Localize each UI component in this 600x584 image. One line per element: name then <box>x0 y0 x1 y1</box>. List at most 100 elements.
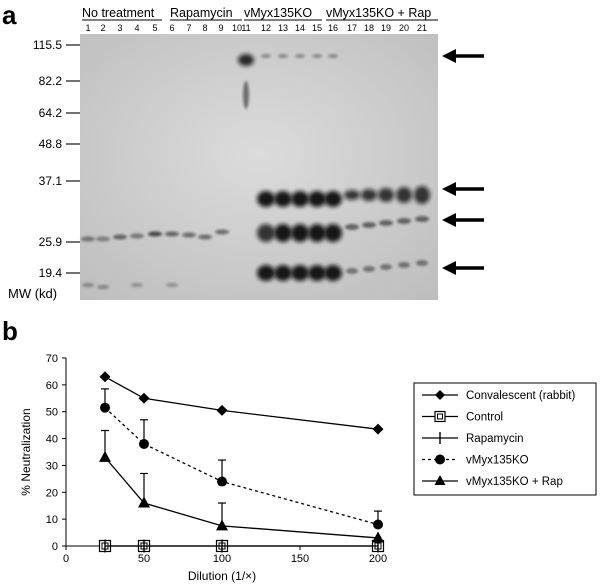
blot-band <box>295 54 305 58</box>
lane-number: 8 <box>202 23 207 33</box>
blot-band <box>344 190 360 200</box>
diamond-marker <box>99 371 111 383</box>
blot-band <box>238 54 254 66</box>
x-tick-label: 100 <box>213 553 231 565</box>
lane-number: 16 <box>328 23 338 33</box>
square-marker <box>137 539 151 553</box>
square-marker-inner <box>218 542 226 550</box>
blot-band <box>257 191 275 207</box>
series-line <box>104 456 379 539</box>
blot-band <box>397 218 411 224</box>
lane-number: 17 <box>347 23 357 33</box>
triangle-marker <box>99 450 111 462</box>
diamond-marker <box>216 404 228 416</box>
legend-label: vMyx135KO + Rap <box>466 476 563 488</box>
mw-unit-label: MW (kd) <box>8 286 57 301</box>
blot-band <box>416 260 428 266</box>
legend-label: Rapamycin <box>466 433 524 445</box>
legend-label: vMyx135KO <box>466 455 529 467</box>
triangle-marker <box>372 531 384 543</box>
legend-box <box>413 382 597 496</box>
blot-band <box>274 224 292 242</box>
legend-entry: Convalescent (rabbit) <box>422 390 575 402</box>
arrow-icon <box>442 182 484 196</box>
blot-band <box>308 265 326 281</box>
triangle-marker <box>138 496 150 508</box>
mw-marker-label: 82.2 <box>39 74 63 88</box>
blot-band <box>278 54 288 58</box>
square-marker-inner <box>140 542 148 550</box>
legend-entry: vMyx135KO <box>422 454 529 467</box>
blot-band <box>274 265 292 281</box>
blot-band <box>82 283 94 287</box>
blot-band <box>198 234 212 240</box>
series <box>104 539 379 553</box>
blot-band <box>261 54 271 58</box>
lane-number: 5 <box>152 23 157 33</box>
lane-number: 7 <box>186 23 191 33</box>
chart-legend: Convalescent (rabbit) Control Rapamycin vMy… <box>413 382 597 496</box>
legend-label: Control <box>466 412 503 424</box>
mw-markers: 115.5 82.2 64.2 48.8 37.1 25.9 19.4 <box>33 38 80 280</box>
blot-band <box>324 224 342 242</box>
blot-band <box>148 231 162 237</box>
lane-group-label: vMyx135KO <box>244 6 312 20</box>
blot-band <box>362 222 376 228</box>
lane-group-label: Rapamycin <box>170 6 233 20</box>
panel-b-label: b <box>2 316 18 346</box>
blot-band <box>130 233 144 239</box>
blot-membrane <box>80 34 438 300</box>
blot-band <box>363 266 375 272</box>
chart-series <box>98 371 385 553</box>
y-tick-label: 20 <box>46 487 58 499</box>
blot-band <box>113 234 127 240</box>
blot-band <box>97 285 109 289</box>
series <box>99 429 384 543</box>
blot-band <box>291 265 309 281</box>
arrow-icon <box>442 261 484 275</box>
legend-entry: Rapamycin <box>422 432 524 445</box>
mw-marker-label: 115.5 <box>33 38 62 52</box>
series <box>100 388 383 530</box>
y-tick-label: 60 <box>46 380 58 392</box>
blot-band <box>274 191 292 207</box>
mw-marker-label: 64.2 <box>39 106 63 120</box>
diamond-marker <box>372 423 384 435</box>
lane-number: 12 <box>261 23 271 33</box>
square-marker <box>371 539 385 553</box>
blot-band <box>308 191 326 207</box>
western-blot-panel: No treatment Rapamycin vMyx135KO vMyx135KO … <box>8 6 484 301</box>
x-axis-label: Dilution (1/×) <box>188 569 256 583</box>
blot-band <box>166 283 178 287</box>
circle-marker <box>435 454 445 465</box>
blot-band <box>308 224 326 242</box>
series <box>99 371 384 435</box>
x-tick-label: 50 <box>138 553 150 565</box>
blot-band <box>414 186 430 204</box>
lane-number: 9 <box>218 23 223 33</box>
blot-band <box>346 268 358 274</box>
square-marker <box>434 410 446 423</box>
circle-marker <box>139 438 149 449</box>
blot-band <box>380 264 392 270</box>
lane-number: 10 <box>232 23 242 33</box>
y-tick-label: 40 <box>46 434 58 446</box>
legend-label: Convalescent (rabbit) <box>466 390 575 402</box>
lane-number: 6 <box>169 23 174 33</box>
lane-number: 20 <box>399 23 409 33</box>
mw-marker-label: 25.9 <box>39 235 63 249</box>
square-marker <box>98 539 112 553</box>
circle-marker <box>100 402 110 413</box>
x-tick-label: 150 <box>291 553 309 565</box>
lane-number: 21 <box>417 23 427 33</box>
blot-band <box>257 265 275 281</box>
blot-band <box>324 191 342 207</box>
y-tick-label: 30 <box>46 460 58 472</box>
lane-number: 3 <box>117 23 122 33</box>
blot-band <box>379 220 393 226</box>
blot-band <box>291 191 309 207</box>
x-tick-label: 200 <box>369 553 387 565</box>
mw-marker-label: 19.4 <box>39 266 63 280</box>
square-marker <box>215 539 229 553</box>
blot-band <box>182 232 196 238</box>
